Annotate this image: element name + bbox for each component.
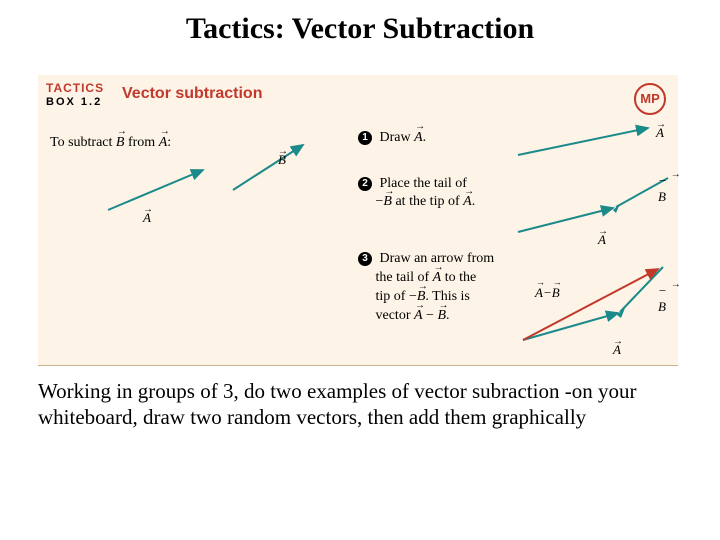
label-A-s1: →A: [656, 123, 666, 141]
label-AmB-s3: →A−→B: [535, 285, 560, 301]
label-B-left: →B: [278, 150, 288, 168]
label-A-left: →A: [143, 208, 153, 226]
diagram-left: [93, 130, 323, 220]
label-mB-s3: −→B: [658, 283, 678, 315]
bottom-instructions: Working in groups of 3, do two examples …: [38, 378, 678, 431]
slide-title: Tactics: Vector Subtraction: [0, 12, 720, 46]
label-mB-s2: −→B: [658, 173, 678, 205]
step1: 1 Draw →A.: [358, 130, 426, 146]
slide: Tactics: Vector Subtraction TACTICS BOX …: [0, 0, 720, 540]
box-number: BOX 1.2: [46, 96, 104, 108]
diagram-step1: [508, 120, 668, 160]
tactics-box: TACTICS BOX 1.2 Vector subtraction MP To…: [38, 75, 678, 366]
tactics-header: TACTICS BOX 1.2: [46, 81, 104, 108]
step3: 3 Draw an arrow from the tail of →A to t…: [358, 250, 494, 326]
step3-num: 3: [358, 252, 372, 266]
tactics-label: TACTICS: [46, 81, 104, 95]
mp-badge: MP: [634, 83, 666, 115]
diagram-step3: [508, 255, 678, 350]
label-A-s3: →A: [613, 340, 623, 358]
step2-num: 2: [358, 177, 372, 191]
label-A-s2: →A: [598, 230, 608, 248]
diagram-step2: [508, 170, 678, 240]
step2: 2 Place the tail of −→B at the tip of →A…: [358, 175, 475, 211]
step1-num: 1: [358, 131, 372, 145]
box-title: Vector subtraction: [122, 85, 262, 103]
